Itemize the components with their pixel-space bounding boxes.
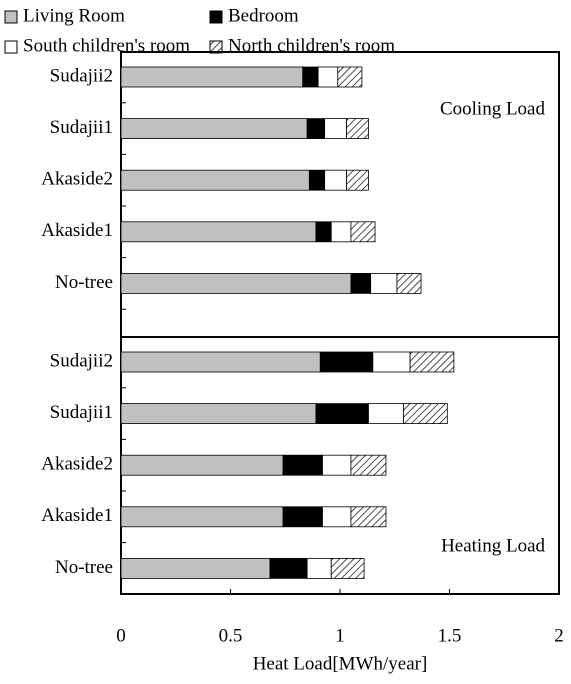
bar-segment xyxy=(409,351,455,373)
bar-segment xyxy=(350,272,372,294)
y-tick-label: Akaside1 xyxy=(41,505,113,526)
bar-segment xyxy=(315,221,332,243)
legend-swatch xyxy=(4,10,18,24)
legend-label: North children's room xyxy=(228,35,395,56)
bar-segment xyxy=(337,66,363,88)
bar-segment xyxy=(330,221,352,243)
bar-segment xyxy=(324,169,347,191)
bar-segment xyxy=(372,351,411,373)
bar-segment xyxy=(120,272,352,294)
bar-segment xyxy=(308,169,326,191)
bar-segment xyxy=(282,506,323,528)
bar-segment xyxy=(346,118,369,139)
bar-segment xyxy=(319,351,374,373)
x-tick-label: 0 xyxy=(116,625,126,646)
bar-segment xyxy=(350,506,387,528)
bar-segment xyxy=(269,558,308,579)
y-tick-label: Sudajii2 xyxy=(50,350,113,371)
bar-segment xyxy=(350,454,387,476)
legend-label: South children's room xyxy=(23,35,190,56)
bar-segment xyxy=(317,66,339,88)
bar-segment xyxy=(368,403,404,425)
x-tick-label: 1.5 xyxy=(438,625,462,646)
bar-segment xyxy=(330,558,365,579)
bar-segment xyxy=(120,118,308,139)
y-tick-label: Sudajii2 xyxy=(50,65,113,86)
bar-segment xyxy=(324,118,347,139)
y-tick-label: No-tree xyxy=(55,272,113,293)
x-tick-label: 1 xyxy=(335,625,345,646)
y-tick-label: Akaside1 xyxy=(41,220,113,241)
bar-segment xyxy=(120,454,284,476)
bar-segment xyxy=(396,272,422,294)
y-tick-label: Sudajii1 xyxy=(50,117,113,138)
bar-segment xyxy=(120,66,304,88)
y-tick-label: Akaside2 xyxy=(41,454,113,475)
bar-segment xyxy=(315,403,369,425)
bar-segment xyxy=(322,506,352,528)
y-tick-label: Akaside2 xyxy=(41,169,113,190)
x-tick-label: 0.5 xyxy=(219,625,243,646)
bar-segment xyxy=(322,454,352,476)
x-tick-label: 2 xyxy=(554,625,564,646)
bar-segment xyxy=(306,558,332,579)
x-axis-label: Heat Load[MWh/year] xyxy=(253,653,428,674)
bar-segment xyxy=(120,403,317,425)
bar-segment xyxy=(350,221,376,243)
bar-segment xyxy=(120,169,310,191)
bar-segment xyxy=(120,351,321,373)
panel-frame xyxy=(120,51,560,338)
bar-segment xyxy=(370,272,398,294)
bar-segment xyxy=(120,506,284,528)
legend-label: Living Room xyxy=(23,5,125,26)
bar-segment xyxy=(403,403,448,425)
panel-annotation: Heating Load xyxy=(441,535,545,556)
bar-segment xyxy=(346,169,369,191)
bar-segment xyxy=(120,221,317,243)
bar-segment xyxy=(306,118,326,139)
bar-segment xyxy=(302,66,319,88)
legend-swatch xyxy=(209,10,223,24)
panel-annotation: Cooling Load xyxy=(440,98,546,119)
y-tick-label: Sudajii1 xyxy=(50,402,113,423)
legend-label: Bedroom xyxy=(228,5,299,26)
y-tick-label: No-tree xyxy=(55,557,113,578)
legend-swatch xyxy=(4,40,18,54)
bar-segment xyxy=(282,454,323,476)
bar-segment xyxy=(120,558,271,579)
